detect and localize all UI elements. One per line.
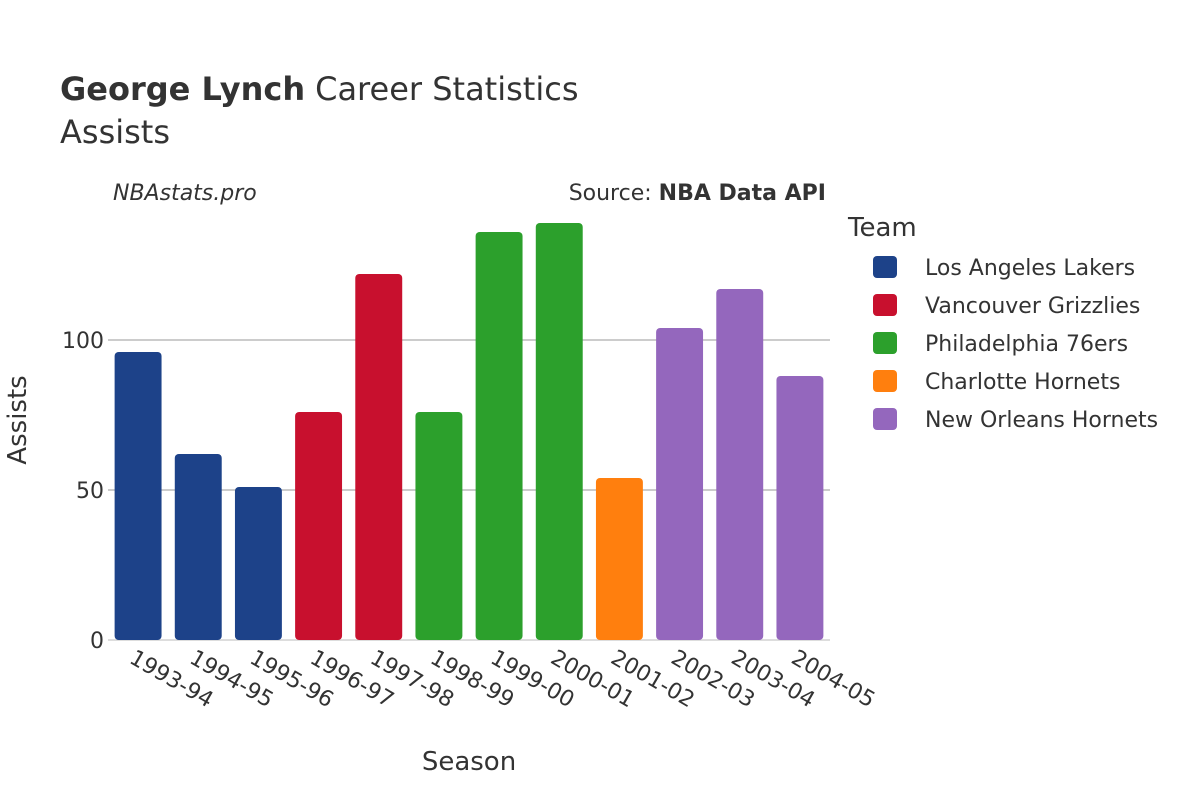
legend-label-3: Charlotte Hornets bbox=[925, 370, 1120, 395]
legend-swatch-2 bbox=[873, 332, 897, 354]
x-axis-title: Season bbox=[422, 747, 516, 777]
bar-1996-97[interactable] bbox=[295, 412, 343, 640]
legend-label-1: Vancouver Grizzlies bbox=[925, 294, 1140, 319]
bar-2002-03[interactable] bbox=[656, 328, 704, 640]
legend-swatch-1 bbox=[873, 294, 897, 316]
y-axis-title: Assists bbox=[3, 375, 33, 464]
source-prefix: Source: bbox=[569, 181, 659, 206]
legend-label-2: Philadelphia 76ers bbox=[925, 332, 1128, 357]
grid-lines bbox=[108, 339, 830, 641]
bar-1994-95[interactable] bbox=[174, 454, 222, 640]
bar-2003-04[interactable] bbox=[716, 289, 764, 640]
y-tick-labels: 0 50 100 bbox=[62, 329, 104, 654]
chart-title-player: George Lynch bbox=[60, 70, 305, 108]
legend-swatch-3 bbox=[873, 370, 897, 392]
watermark: NBAstats.pro bbox=[113, 181, 257, 206]
bar-1997-98[interactable] bbox=[355, 274, 403, 640]
source-name: NBA Data API bbox=[659, 181, 826, 206]
y-tick-label-0: 0 bbox=[90, 629, 104, 654]
legend-item-2[interactable]: Philadelphia 76ers bbox=[873, 332, 1128, 357]
bar-2000-01[interactable] bbox=[535, 223, 583, 640]
legend-item-4[interactable]: New Orleans Hornets bbox=[873, 408, 1158, 433]
y-tick-label-50: 50 bbox=[76, 479, 104, 504]
bar-1993-94[interactable] bbox=[114, 352, 162, 640]
bar-2001-02[interactable] bbox=[595, 478, 643, 640]
bar-1995-96[interactable] bbox=[234, 487, 282, 640]
legend-label-0: Los Angeles Lakers bbox=[925, 256, 1135, 281]
bar-1999-00[interactable] bbox=[475, 232, 523, 640]
x-tick-labels: 1993-941994-951995-961996-971997-981998-… bbox=[125, 646, 879, 714]
legend-title: Team bbox=[847, 213, 917, 243]
bar-2004-05[interactable] bbox=[776, 376, 824, 640]
legend-item-0[interactable]: Los Angeles Lakers bbox=[873, 256, 1135, 281]
y-tick-label-100: 100 bbox=[62, 329, 104, 354]
source-note: Source: NBA Data API bbox=[569, 181, 826, 206]
chart-title: George Lynch Career Statistics bbox=[60, 70, 578, 108]
legend-swatch-4 bbox=[873, 408, 897, 430]
bars bbox=[114, 223, 824, 640]
chart-subtitle: Assists bbox=[60, 113, 170, 151]
legend-swatch-0 bbox=[873, 256, 897, 278]
legend-item-3[interactable]: Charlotte Hornets bbox=[873, 370, 1120, 395]
legend-item-1[interactable]: Vancouver Grizzlies bbox=[873, 294, 1140, 319]
legend: Los Angeles Lakers Vancouver Grizzlies Phi… bbox=[873, 256, 1158, 433]
bar-1998-99[interactable] bbox=[415, 412, 463, 640]
legend-label-4: New Orleans Hornets bbox=[925, 408, 1158, 433]
chart-title-rest: Career Statistics bbox=[315, 70, 578, 108]
